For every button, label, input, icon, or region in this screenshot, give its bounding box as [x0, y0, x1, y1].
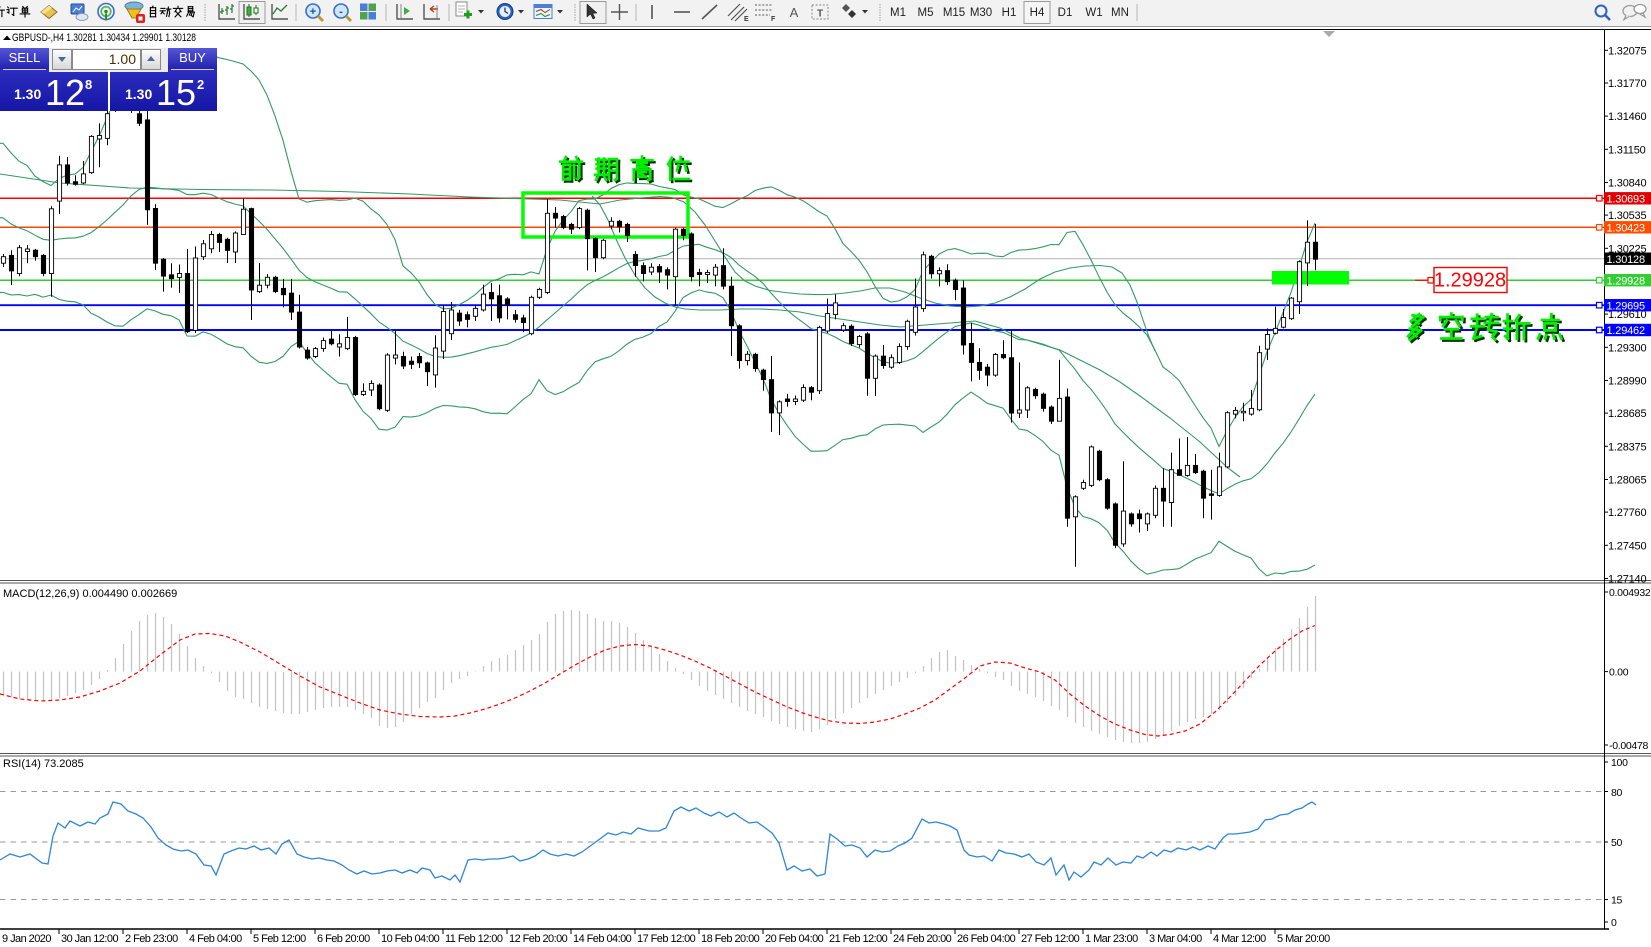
svg-text:1.32075: 1.32075: [1608, 45, 1646, 57]
svg-text:1.30225: 1.30225: [1608, 243, 1646, 255]
svg-text:1.29928: 1.29928: [1434, 270, 1506, 292]
svg-text:1.29610: 1.29610: [1608, 309, 1646, 321]
svg-text:M15: M15: [943, 7, 965, 19]
svg-text:M1: M1: [890, 7, 906, 19]
svg-text:-0.00478: -0.00478: [1609, 740, 1649, 752]
svg-text:0: 0: [1611, 917, 1617, 929]
svg-text:4 Mar 12:00: 4 Mar 12:00: [1213, 933, 1266, 945]
svg-text:M5: M5: [918, 7, 934, 19]
svg-text:3 Mar 04:00: 3 Mar 04:00: [1149, 933, 1202, 945]
svg-text:A: A: [790, 5, 799, 20]
svg-text:17 Feb 12:00: 17 Feb 12:00: [637, 933, 696, 945]
svg-text:H4: H4: [1030, 7, 1045, 19]
svg-text:21 Feb 12:00: 21 Feb 12:00: [829, 933, 888, 945]
svg-text:14 Feb 04:00: 14 Feb 04:00: [573, 933, 632, 945]
svg-text:1.29300: 1.29300: [1608, 342, 1646, 354]
svg-text:27 Feb 12:00: 27 Feb 12:00: [1021, 933, 1080, 945]
svg-text:2 Feb 23:00: 2 Feb 23:00: [125, 933, 178, 945]
svg-text:1.29928: 1.29928: [1607, 275, 1645, 287]
svg-text:-: -: [339, 6, 343, 18]
svg-text:1.29462: 1.29462: [1607, 325, 1645, 337]
svg-text:D1: D1: [1058, 7, 1073, 19]
svg-text:1.28990: 1.28990: [1608, 376, 1646, 388]
svg-text:80: 80: [1611, 787, 1623, 799]
svg-text:11 Feb 12:00: 11 Feb 12:00: [445, 933, 503, 945]
svg-text:1.27760: 1.27760: [1608, 507, 1646, 519]
svg-text:15: 15: [1611, 895, 1623, 907]
svg-text:6 Feb 20:00: 6 Feb 20:00: [317, 933, 370, 945]
svg-text:1.31770: 1.31770: [1608, 78, 1646, 90]
svg-text:1.30693: 1.30693: [1607, 193, 1645, 205]
svg-text:9 Jan 2020: 9 Jan 2020: [2, 933, 51, 945]
svg-text:1.28685: 1.28685: [1608, 408, 1646, 420]
svg-text:+: +: [310, 6, 316, 18]
svg-text:5 Feb 12:00: 5 Feb 12:00: [253, 933, 306, 945]
svg-text:F: F: [771, 16, 776, 23]
svg-text:20 Feb 04:00: 20 Feb 04:00: [765, 933, 824, 945]
svg-text:0.004932: 0.004932: [1609, 587, 1651, 599]
svg-text:M30: M30: [970, 7, 992, 19]
svg-text:1.31460: 1.31460: [1608, 111, 1646, 123]
svg-text:1.31150: 1.31150: [1608, 144, 1646, 156]
svg-text:4 Feb 04:00: 4 Feb 04:00: [189, 933, 242, 945]
svg-text:GBPUSD-,H4 1.30281 1.30434 1.: GBPUSD-,H4 1.30281 1.30434 1.29901 1.301…: [12, 32, 196, 44]
svg-text:1.30128: 1.30128: [1607, 254, 1645, 266]
svg-text:RSI(14) 73.2085: RSI(14) 73.2085: [3, 758, 84, 770]
svg-text:MACD(12,26,9) 0.004490 0.00266: MACD(12,26,9) 0.004490 0.002669: [3, 588, 177, 600]
svg-text:18 Feb 20:00: 18 Feb 20:00: [701, 933, 760, 945]
svg-text:1.30423: 1.30423: [1607, 223, 1645, 235]
svg-text:5 Mar 20:00: 5 Mar 20:00: [1277, 933, 1330, 945]
svg-text:50: 50: [1611, 837, 1623, 849]
svg-text:H1: H1: [1002, 7, 1017, 19]
svg-text:0.00: 0.00: [1609, 667, 1629, 679]
svg-text:1.30840: 1.30840: [1608, 178, 1646, 190]
svg-text:1.30535: 1.30535: [1608, 210, 1646, 222]
svg-text:1.27450: 1.27450: [1608, 540, 1646, 552]
svg-text:100: 100: [1611, 757, 1628, 769]
svg-text:26 Feb 04:00: 26 Feb 04:00: [957, 933, 1016, 945]
svg-text:30 Jan 12:00: 30 Jan 12:00: [61, 933, 118, 945]
svg-text:W1: W1: [1085, 7, 1102, 19]
svg-text:1.28375: 1.28375: [1608, 441, 1646, 453]
svg-text:1.28065: 1.28065: [1608, 475, 1646, 487]
svg-text:1 Mar 23:00: 1 Mar 23:00: [1085, 933, 1138, 945]
svg-text:12 Feb 20:00: 12 Feb 20:00: [509, 933, 568, 945]
svg-text:1.27140: 1.27140: [1608, 574, 1646, 586]
svg-text:1.29695: 1.29695: [1607, 300, 1645, 312]
svg-text:24 Feb 20:00: 24 Feb 20:00: [893, 933, 952, 945]
svg-text:MN: MN: [1111, 7, 1129, 19]
svg-text:10 Feb 04:00: 10 Feb 04:00: [381, 933, 440, 945]
svg-text:E: E: [744, 16, 749, 23]
svg-text:T: T: [817, 9, 823, 20]
